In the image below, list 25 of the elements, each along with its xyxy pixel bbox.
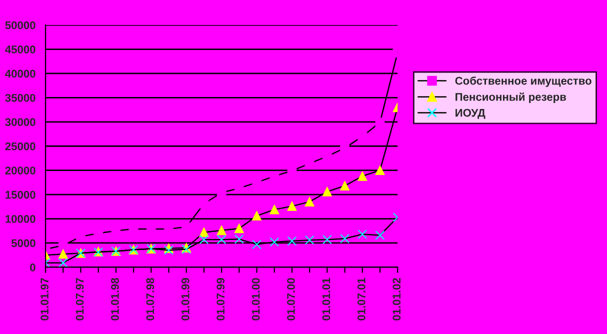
y-tick-label: 5000 bbox=[11, 239, 36, 248]
x-tick-label: 01.07.99 bbox=[216, 278, 225, 320]
x-tick-label: 01.01.98 bbox=[111, 278, 119, 320]
legend-label: Собственное имущество bbox=[455, 76, 592, 87]
legend-label: Пенсионный резерв bbox=[456, 92, 566, 104]
y-tick-label: 25000 bbox=[5, 142, 36, 150]
y-tick-label: 40000 bbox=[5, 70, 36, 78]
y-tick-label: 50000 bbox=[5, 21, 36, 30]
y-tick-label: 35000 bbox=[5, 94, 36, 102]
x-tick-label: 01.01.00 bbox=[252, 278, 260, 320]
x-tick-label: 01.07.00 bbox=[287, 278, 295, 320]
x-tick-label: 01.07.98 bbox=[146, 278, 154, 320]
x-tick-label: 01.01.97 bbox=[40, 278, 49, 320]
x-tick-label: 01.07.97 bbox=[76, 278, 84, 320]
y-tick-label: 45000 bbox=[5, 46, 36, 54]
x-tick-label: 01.01.01 bbox=[322, 278, 330, 320]
legend-label: ИОУД bbox=[456, 108, 486, 119]
y-tick-label: 20000 bbox=[5, 166, 36, 174]
y-tick-label: 15000 bbox=[6, 190, 36, 199]
x-tick-label: 01.07.01 bbox=[357, 278, 366, 320]
x-tick-label: 01.01.02 bbox=[392, 278, 401, 320]
y-tick-label: 30000 bbox=[5, 118, 36, 126]
y-tick-label: 10000 bbox=[6, 215, 36, 223]
y-tick-label: 0 bbox=[30, 263, 36, 272]
x-tick-label: 01.01.99 bbox=[181, 278, 190, 320]
